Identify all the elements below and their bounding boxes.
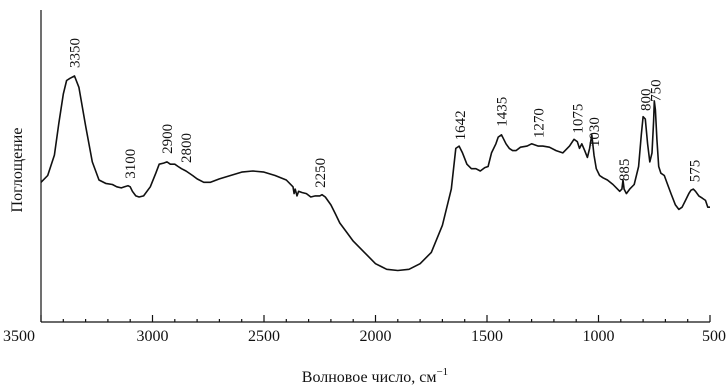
- peak-labels: 3350 3100 2900 2800 2250 1642 1435 1270 1075 1030…: [68, 38, 704, 188]
- x-axis-title-superscript: −1: [436, 366, 448, 378]
- peak-label: 3350: [68, 38, 84, 68]
- peak-label: 1435: [495, 97, 511, 127]
- peak-label: 2800: [179, 133, 195, 163]
- peak-label: 800: [638, 89, 654, 112]
- x-ticks: 3500 3000 2500 2000 1500 1000 500: [3, 315, 726, 345]
- x-tick-label: 2500: [248, 328, 280, 345]
- peak-label: 1270: [531, 108, 547, 138]
- peak-label: 1075: [570, 104, 586, 134]
- peak-label: 750: [648, 79, 664, 102]
- peak-label: 1030: [587, 117, 603, 147]
- x-tick-label: 500: [702, 328, 726, 345]
- peak-label: 885: [617, 159, 633, 182]
- x-axis-title-text: Волновое число, см: [302, 369, 437, 385]
- y-axis-title: Поглощение: [9, 128, 26, 213]
- peak-label: 1642: [453, 110, 469, 140]
- peak-label: 2250: [313, 158, 329, 188]
- series-line: [40, 75, 710, 272]
- x-axis-title: Волновое число, см−1: [302, 366, 448, 385]
- axes: [40, 10, 710, 323]
- x-tick-label: 2000: [360, 328, 392, 345]
- x-tick-label: 1500: [471, 328, 503, 345]
- peak-label: 3100: [123, 149, 139, 179]
- x-tick-label: 3000: [137, 328, 169, 345]
- x-tick-label: 1000: [583, 328, 615, 345]
- x-tick-label: 3500: [3, 328, 35, 345]
- peak-label: 575: [687, 160, 703, 183]
- peak-label: 2900: [160, 124, 176, 154]
